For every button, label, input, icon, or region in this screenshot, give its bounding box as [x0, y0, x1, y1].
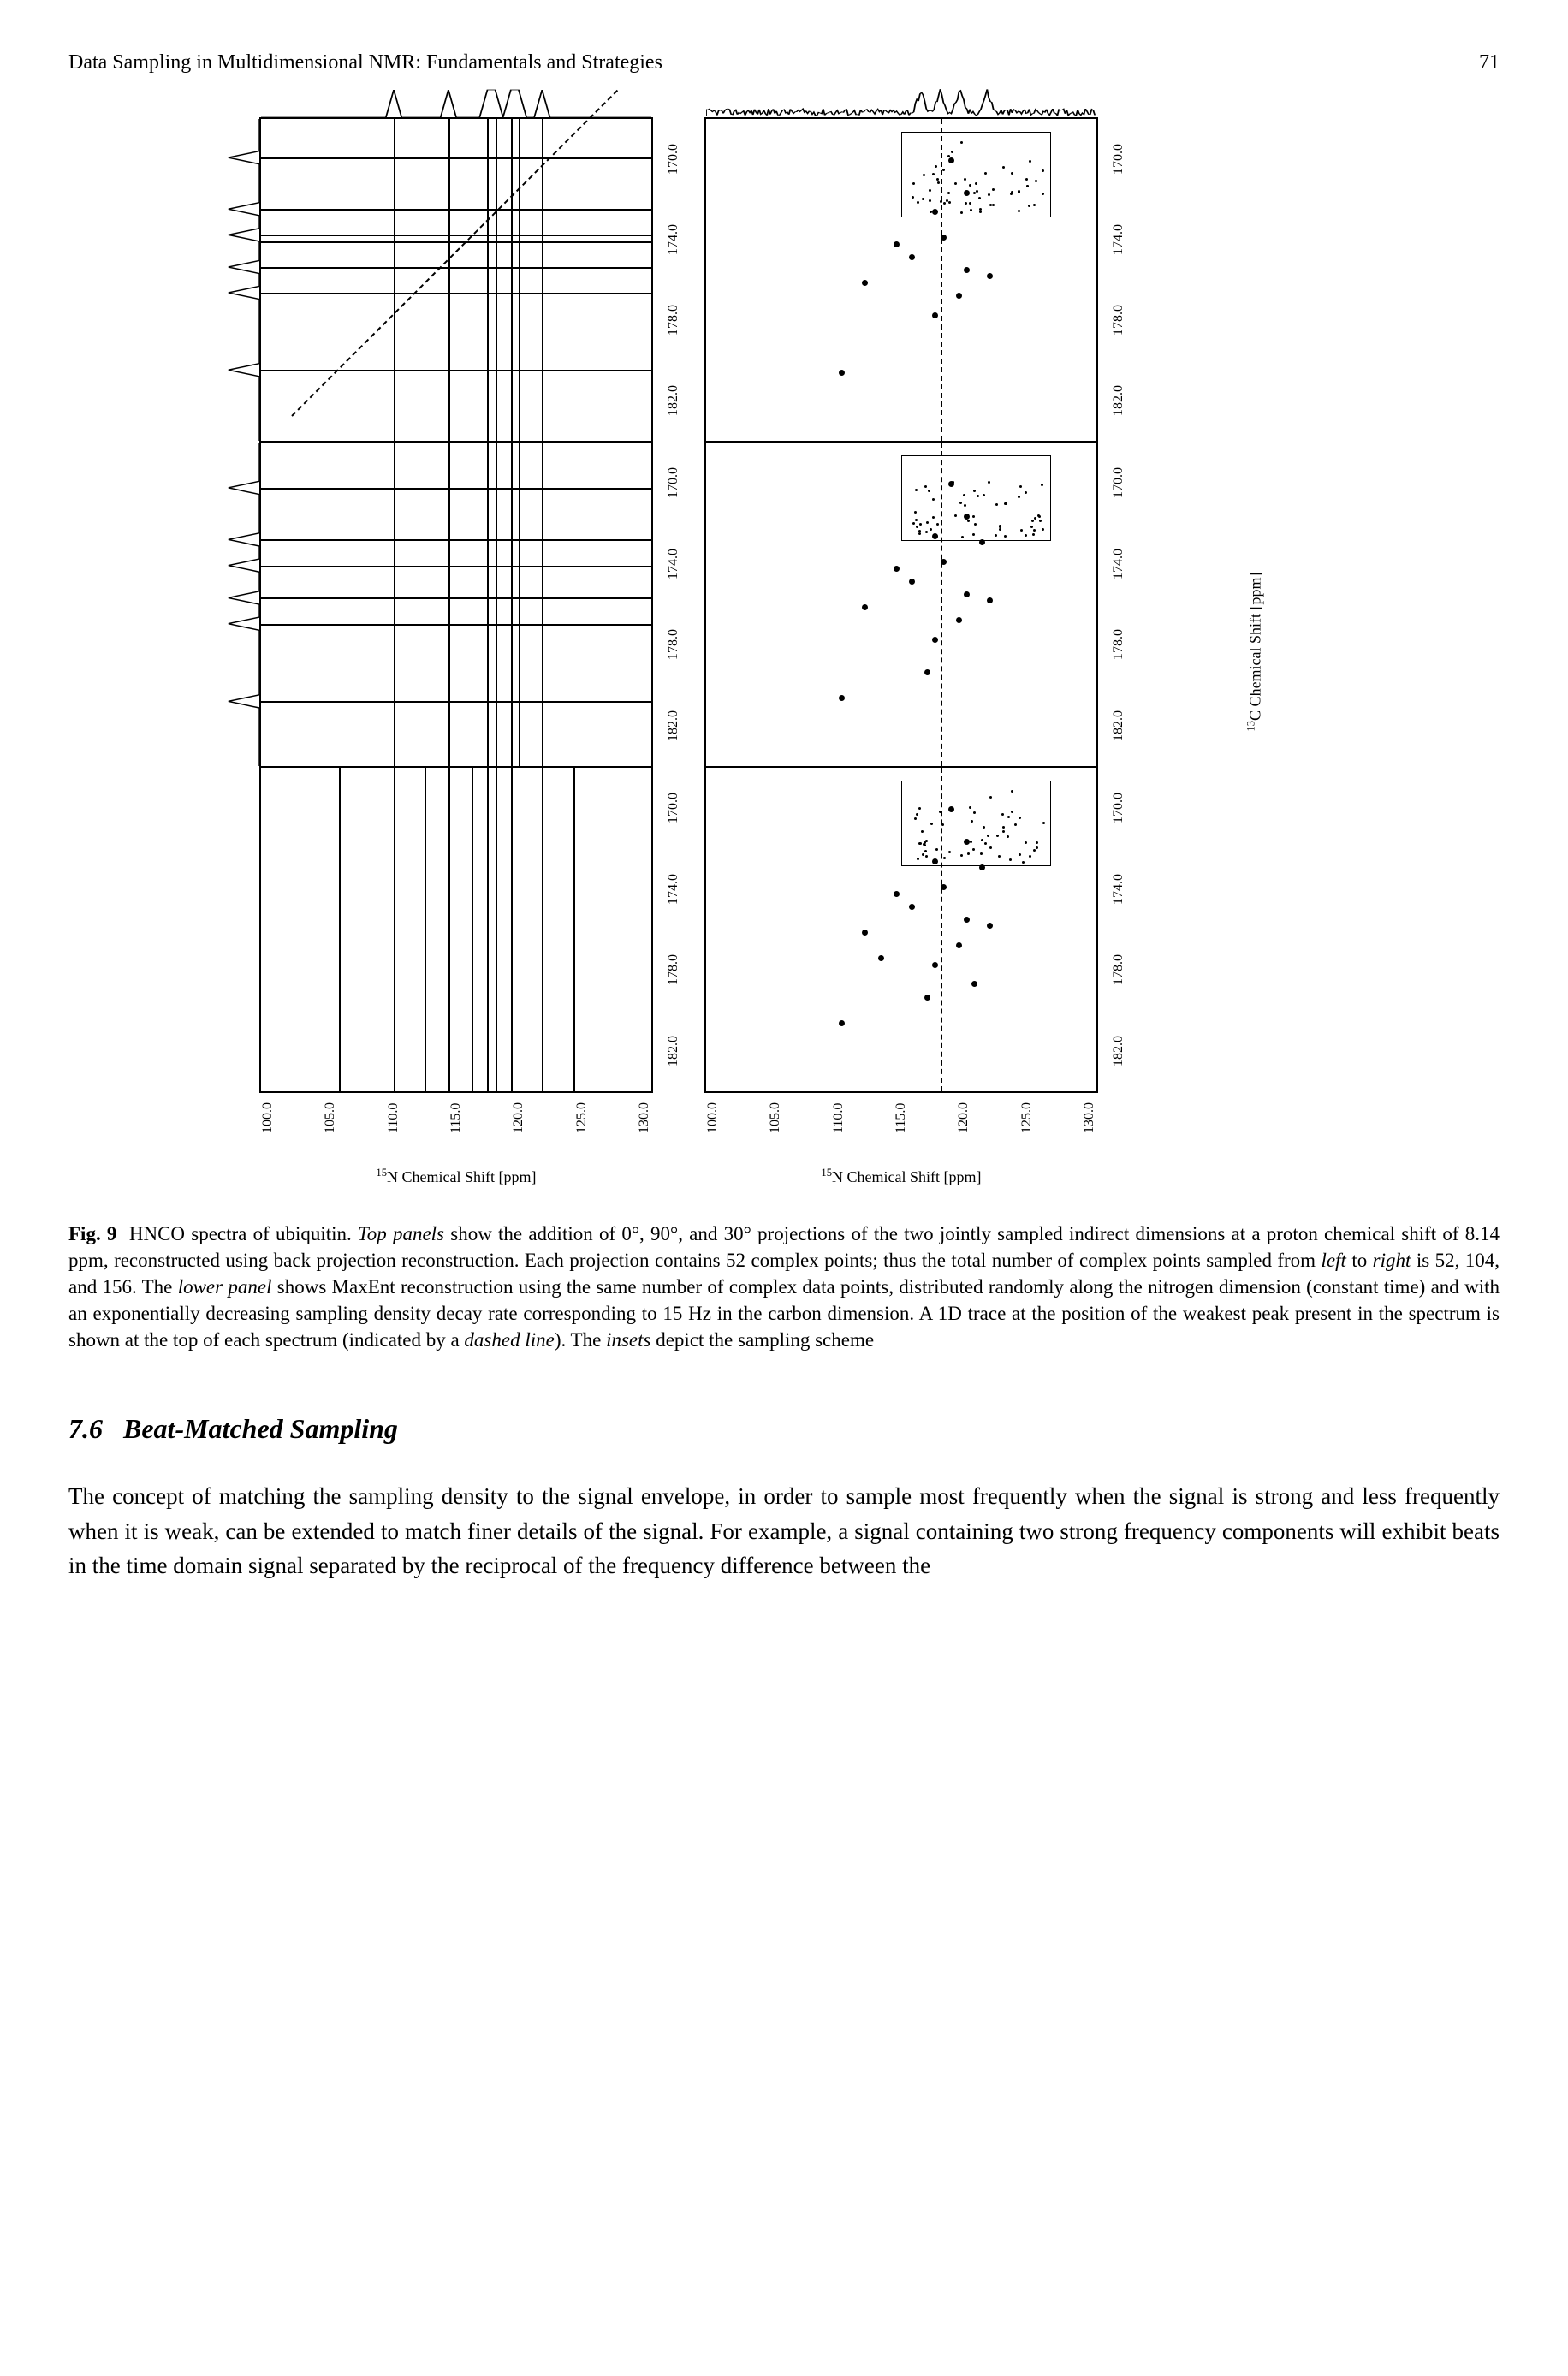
page-number: 71	[1479, 51, 1500, 74]
x-tick: 130.0	[1082, 1116, 1097, 1133]
section-title: Beat-Matched Sampling	[123, 1413, 398, 1444]
x-tick: 125.0	[574, 1116, 590, 1133]
caption-label: Fig. 9	[68, 1223, 116, 1244]
y-tick: 178.0	[1111, 953, 1126, 987]
sampling-inset	[901, 781, 1051, 866]
y-tick: 178.0	[666, 953, 681, 987]
y-tick: 170.0	[666, 466, 681, 500]
x-tick: 105.0	[768, 1116, 783, 1133]
figure-caption: Fig. 9 HNCO spectra of ubiquitin. Top pa…	[68, 1221, 1500, 1353]
left-panel-0: 170.0174.0178.0182.0	[259, 117, 653, 443]
y-tick: 174.0	[1111, 872, 1126, 906]
right-column: 170.0174.0178.0182.0170.0174.0178.0182.0…	[704, 117, 1098, 1186]
right-panel-1: 170.0174.0178.0182.0	[704, 443, 1098, 768]
x-tick: 110.0	[831, 1116, 846, 1133]
x-tick: 100.0	[705, 1116, 721, 1133]
y-tick: 178.0	[1111, 303, 1126, 337]
body-paragraph: The concept of matching the sampling den…	[68, 1479, 1500, 1583]
x-axis-label-right: 15N Chemical Shift [ppm]	[821, 1167, 981, 1186]
y-tick: 170.0	[1111, 466, 1126, 500]
x-axis-label-left: 15N Chemical Shift [ppm]	[376, 1167, 536, 1186]
x-tick: 110.0	[386, 1116, 401, 1133]
y-tick: 182.0	[1111, 709, 1126, 743]
x-tick: 125.0	[1019, 1116, 1035, 1133]
right-panel-0: 170.0174.0178.0182.0	[704, 117, 1098, 443]
running-header: Data Sampling in Multidimensional NMR: F…	[68, 51, 1500, 74]
x-tick: 105.0	[323, 1116, 338, 1133]
sampling-inset	[901, 455, 1051, 541]
y-tick: 170.0	[666, 791, 681, 825]
y-tick: 174.0	[666, 223, 681, 257]
left-panel-2: 170.0174.0178.0182.0	[259, 768, 653, 1093]
x-tick: 115.0	[894, 1116, 909, 1133]
section-heading: 7.6 Beat-Matched Sampling	[68, 1413, 1500, 1445]
sampling-inset	[901, 132, 1051, 217]
x-tick: 100.0	[260, 1116, 276, 1133]
left-panel-1: 170.0174.0178.0182.0	[259, 443, 653, 768]
header-title: Data Sampling in Multidimensional NMR: F…	[68, 51, 662, 74]
x-tick: 120.0	[511, 1116, 526, 1133]
x-tick: 115.0	[448, 1116, 464, 1133]
y-tick: 182.0	[666, 709, 681, 743]
x-tick: 130.0	[637, 1116, 652, 1133]
y-tick: 170.0	[666, 142, 681, 176]
section-number: 7.6	[68, 1413, 103, 1444]
y-tick: 178.0	[666, 627, 681, 662]
y-tick: 178.0	[1111, 627, 1126, 662]
y-tick: 182.0	[1111, 1034, 1126, 1068]
y-axis-label: 13C Chemical Shift [ppm]	[1244, 572, 1264, 731]
y-tick: 170.0	[1111, 791, 1126, 825]
x-tick: 120.0	[956, 1116, 971, 1133]
left-column: 170.0174.0178.0182.0170.0174.0178.0182.0…	[259, 117, 653, 1186]
y-tick: 174.0	[1111, 223, 1126, 257]
y-tick: 182.0	[666, 1034, 681, 1068]
y-tick: 182.0	[1111, 383, 1126, 418]
y-tick: 174.0	[666, 872, 681, 906]
y-tick: 182.0	[666, 383, 681, 418]
y-tick: 174.0	[1111, 547, 1126, 581]
y-tick: 178.0	[666, 303, 681, 337]
y-tick: 170.0	[1111, 142, 1126, 176]
y-tick: 174.0	[666, 547, 681, 581]
right-panel-2: 170.0174.0178.0182.0	[704, 768, 1098, 1093]
figure-9: 170.0174.0178.0182.0170.0174.0178.0182.0…	[68, 117, 1500, 1186]
